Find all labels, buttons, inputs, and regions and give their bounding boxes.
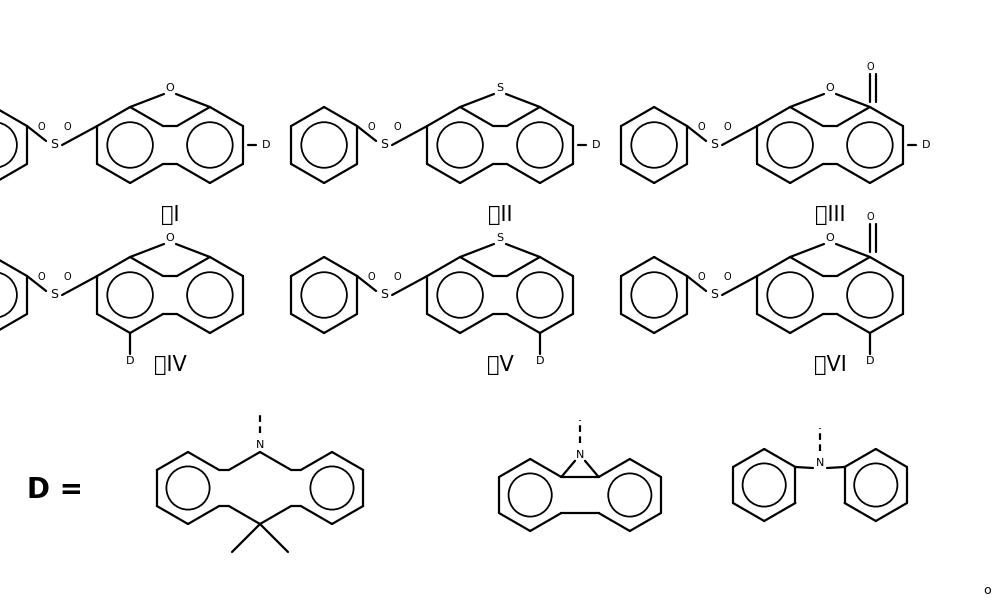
Text: S: S — [50, 289, 58, 301]
Text: S: S — [710, 139, 718, 151]
Text: S: S — [380, 139, 388, 151]
Text: O: O — [723, 122, 731, 132]
Text: 式VI: 式VI — [814, 355, 846, 375]
Text: O: O — [826, 233, 834, 243]
Text: 式IV: 式IV — [154, 355, 186, 375]
Text: O: O — [697, 272, 705, 282]
Text: D: D — [592, 140, 600, 150]
Text: D: D — [866, 356, 874, 366]
Text: O: O — [393, 272, 401, 282]
Text: S: S — [380, 289, 388, 301]
Text: o: o — [983, 583, 991, 596]
Text: O: O — [826, 83, 834, 93]
Text: D =: D = — [27, 476, 83, 504]
Text: O: O — [697, 122, 705, 132]
Text: N: N — [816, 458, 824, 468]
Text: O: O — [166, 83, 174, 93]
Text: O: O — [166, 233, 174, 243]
Text: 式II: 式II — [488, 205, 512, 225]
Text: O: O — [393, 122, 401, 132]
Text: 式III: 式III — [815, 205, 845, 225]
Text: S: S — [710, 289, 718, 301]
Text: 式I: 式I — [161, 205, 179, 225]
Text: D: D — [922, 140, 930, 150]
Text: O: O — [63, 272, 71, 282]
Text: N: N — [576, 450, 584, 460]
Text: 式V: 式V — [487, 355, 513, 375]
Text: O: O — [37, 272, 45, 282]
Text: S: S — [50, 139, 58, 151]
Text: O: O — [723, 272, 731, 282]
Text: D: D — [126, 356, 134, 366]
Text: S: S — [496, 83, 504, 93]
Text: D: D — [536, 356, 544, 366]
Text: D: D — [262, 140, 270, 150]
Text: N: N — [256, 440, 264, 450]
Text: O: O — [367, 272, 375, 282]
Text: O: O — [63, 122, 71, 132]
Text: S: S — [496, 233, 504, 243]
Text: O: O — [367, 122, 375, 132]
Text: O: O — [37, 122, 45, 132]
Text: O: O — [866, 212, 874, 222]
Text: O: O — [866, 62, 874, 72]
